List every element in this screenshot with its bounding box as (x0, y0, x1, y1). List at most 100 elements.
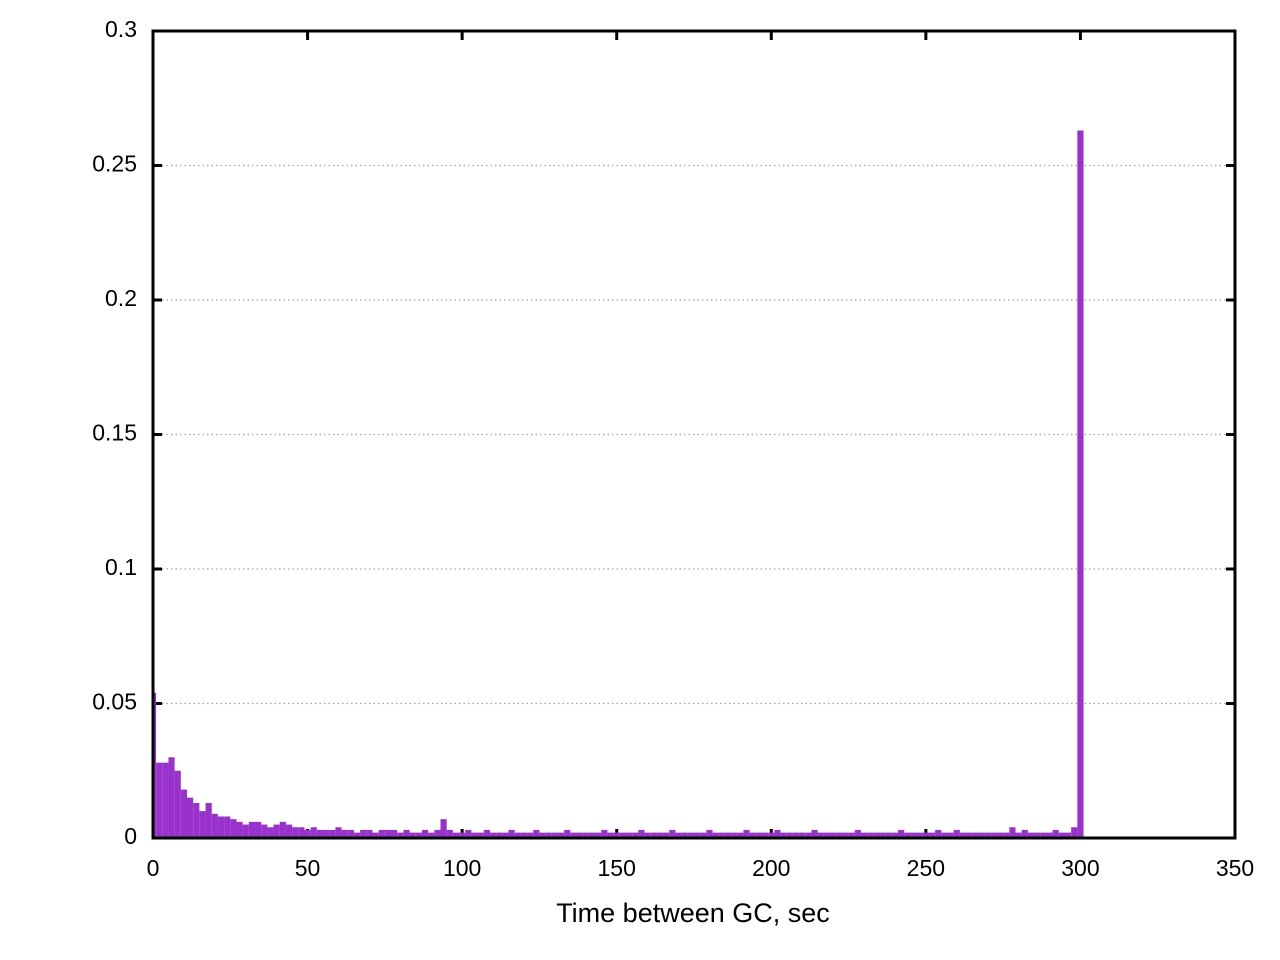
bar (706, 829, 713, 838)
bar (966, 832, 973, 838)
bar (898, 829, 905, 838)
bar (830, 832, 837, 838)
bar (1064, 832, 1072, 838)
bar (465, 829, 472, 838)
y-tick-label: 0.1 (105, 554, 137, 580)
x-tick-label: 250 (907, 855, 945, 881)
bar (471, 832, 478, 838)
bar (873, 832, 880, 838)
bar (564, 829, 571, 838)
bar (199, 811, 206, 838)
bar (323, 829, 330, 838)
bar (731, 832, 738, 838)
x-tick-label: 100 (443, 855, 481, 881)
bar (984, 832, 991, 838)
bar (551, 832, 558, 838)
bar (867, 832, 874, 838)
bar (792, 832, 800, 838)
bar (817, 832, 824, 838)
bar (353, 832, 361, 838)
bar (378, 829, 385, 838)
bar (174, 770, 181, 838)
bar (267, 827, 274, 838)
bar (836, 832, 843, 838)
bar (316, 829, 324, 838)
bar (496, 832, 503, 838)
bar (205, 803, 212, 838)
bar (514, 832, 521, 838)
bar (1027, 832, 1035, 838)
x-axis-label: Time between GC, sec (556, 898, 830, 928)
bar (211, 813, 218, 838)
bar (879, 832, 886, 838)
bar (242, 824, 249, 838)
bar (910, 832, 917, 838)
bar (928, 832, 936, 838)
bar (273, 824, 280, 838)
bar (434, 829, 441, 838)
bar (904, 832, 911, 838)
bar (972, 832, 979, 838)
bar (724, 832, 732, 838)
bar (885, 832, 892, 838)
bars (153, 130, 1084, 838)
bar (681, 832, 688, 838)
bar (508, 829, 515, 838)
bar (996, 832, 1004, 838)
y-tick-label: 0.05 (92, 689, 137, 715)
bar (848, 832, 855, 838)
bar (570, 832, 577, 838)
bar (162, 762, 169, 838)
bar (1015, 832, 1022, 838)
bar (625, 832, 633, 838)
bar (854, 829, 861, 838)
bar (489, 832, 497, 838)
bar (941, 832, 948, 838)
bar (638, 829, 645, 838)
bar (1021, 829, 1028, 838)
bar (990, 832, 997, 838)
bar (285, 824, 293, 838)
bar (1071, 827, 1078, 838)
y-tick-label: 0 (124, 823, 137, 849)
y-tick-label: 0.2 (105, 285, 137, 311)
bar (292, 827, 299, 838)
bar (650, 832, 657, 838)
bar (360, 829, 367, 838)
bar (310, 827, 317, 838)
bar (749, 832, 756, 838)
bar (755, 832, 763, 838)
bar (601, 829, 608, 838)
bar (823, 832, 831, 838)
bar (1058, 832, 1065, 838)
bar (304, 829, 311, 838)
bar (452, 832, 460, 838)
bar (718, 832, 725, 838)
bar (279, 821, 286, 838)
y-tick-label: 0.3 (105, 16, 137, 42)
bar (953, 829, 960, 838)
bar (255, 821, 262, 838)
bar (248, 821, 256, 838)
bar (1052, 829, 1059, 838)
bar (409, 832, 416, 838)
bar (236, 821, 243, 838)
bar (762, 832, 769, 838)
bar (483, 829, 490, 838)
bar (446, 829, 453, 838)
bar (527, 832, 534, 838)
bar (533, 829, 540, 838)
bar (891, 832, 899, 838)
bar (669, 829, 676, 838)
bar (261, 824, 268, 838)
x-tick-label: 200 (752, 855, 790, 881)
bar (403, 829, 410, 838)
bar (582, 832, 589, 838)
bar (1046, 832, 1053, 838)
bar (644, 832, 651, 838)
bar (935, 829, 942, 838)
x-tick-label: 350 (1216, 855, 1254, 881)
bar (613, 832, 620, 838)
